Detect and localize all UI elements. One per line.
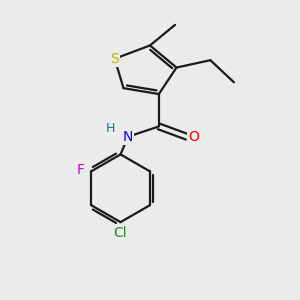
Text: N: N [123, 130, 133, 144]
Text: F: F [77, 163, 85, 177]
Text: S: S [110, 52, 119, 66]
Text: H: H [106, 122, 115, 135]
Text: Cl: Cl [114, 226, 128, 240]
Text: O: O [188, 130, 199, 144]
